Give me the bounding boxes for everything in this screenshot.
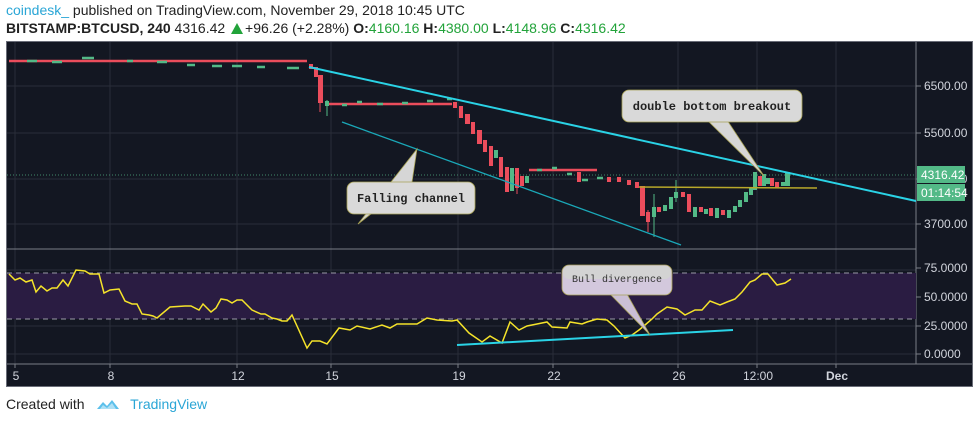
rsi-tick: 75.0000 <box>924 261 968 275</box>
falling-channel-label: Falling channel <box>357 192 465 206</box>
chart-canvas[interactable]: Falling channel double bottom breakout B… <box>7 42 972 386</box>
open-label: O: <box>353 20 369 36</box>
time-axis[interactable]: 5 8 12 15 19 22 26 12:00 Dec <box>13 364 849 383</box>
change-value: +96.26 (+2.28%) <box>245 20 350 36</box>
rsi-scale[interactable]: 75.0000 50.0000 25.0000 0.0000 <box>916 261 968 361</box>
candlesticks <box>9 56 790 237</box>
time-tick: 19 <box>452 369 466 383</box>
high-label: H: <box>423 20 439 36</box>
publish-line: coindesk_ published on TradingView.com, … <box>6 2 465 18</box>
time-tick: 5 <box>13 369 20 383</box>
upper-trendline <box>308 66 917 202</box>
footer: Created with TradingView <box>6 396 207 415</box>
rsi-band <box>7 273 916 319</box>
published-text: published on TradingView.com, November 2… <box>69 2 465 18</box>
bull-divergence-label: Bull divergence <box>572 274 662 286</box>
time-tick-month: Dec <box>826 369 848 383</box>
low-label: L: <box>492 20 506 36</box>
price-scale[interactable]: 6500.00 5500.00 4700.00 3700.00 <box>916 79 968 231</box>
rsi-tick: 0.0000 <box>924 347 961 361</box>
price-tick: 3700.00 <box>924 217 968 231</box>
countdown-label: 01:14:54 <box>921 186 968 200</box>
last-price: 4316.42 <box>174 20 226 36</box>
up-triangle-icon <box>231 23 244 34</box>
last-price-badge <box>917 166 965 183</box>
divergence-line <box>456 329 734 346</box>
falling-channel-callout <box>346 147 476 225</box>
price-tick: 5500.00 <box>924 126 968 140</box>
support-line <box>638 186 818 189</box>
close-label: C: <box>560 20 576 36</box>
tradingview-logo-icon <box>96 398 120 415</box>
time-tick: 22 <box>547 369 561 383</box>
grid <box>7 42 916 364</box>
lower-channel-line <box>341 121 682 246</box>
rsi-tick: 25.0000 <box>924 319 968 333</box>
low-value: 4148.96 <box>505 20 557 36</box>
bull-divergence-callout <box>561 264 673 336</box>
symbol-label: BITSTAMP:BTCUSD, 240 <box>6 20 171 36</box>
time-tick: 12:00 <box>743 369 773 383</box>
time-tick: 12 <box>231 369 245 383</box>
ohlc-line: BITSTAMP:BTCUSD, 240 4316.42 +96.26 (+2.… <box>6 20 626 36</box>
price-tick: 6500.00 <box>924 79 968 93</box>
high-value: 4380.00 <box>438 20 489 36</box>
tradingview-link[interactable]: TradingView <box>130 396 208 412</box>
countdown-badge <box>917 184 965 201</box>
close-value: 4316.42 <box>575 20 626 36</box>
rsi-tick: 50.0000 <box>924 290 968 304</box>
breakout-label: double bottom breakout <box>633 100 791 114</box>
last-price-label: 4316.42 <box>921 168 965 182</box>
time-tick: 15 <box>325 369 339 383</box>
open-value: 4160.16 <box>368 20 420 36</box>
time-tick: 26 <box>672 369 686 383</box>
created-with-text: Created with <box>6 396 85 412</box>
chart-container[interactable]: Falling channel double bottom breakout B… <box>6 41 973 387</box>
time-tick: 8 <box>108 369 115 383</box>
author-link[interactable]: coindesk_ <box>6 2 70 18</box>
rsi-line <box>8 269 792 350</box>
breakout-callout <box>621 89 803 177</box>
